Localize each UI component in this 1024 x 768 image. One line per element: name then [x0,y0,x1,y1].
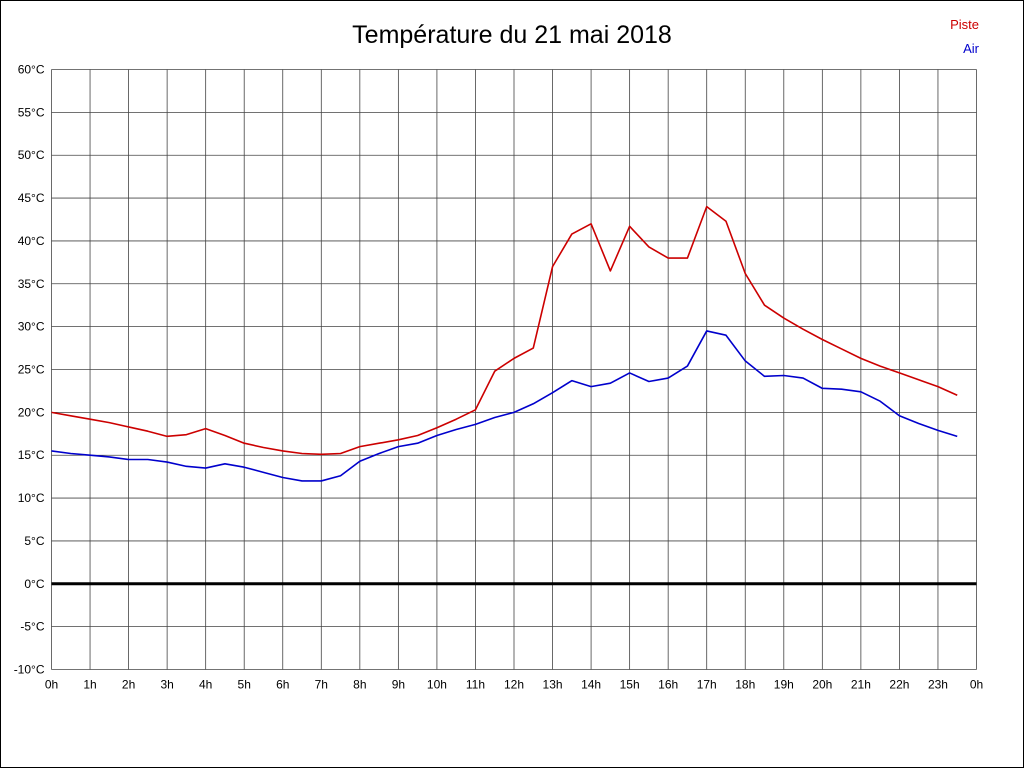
y-tick-label: 60°C [18,63,45,77]
y-tick-label: -5°C [20,620,44,634]
x-tick-label: 1h [83,678,96,692]
y-tick-label: 40°C [18,234,45,248]
series-line-piste [51,205,958,456]
chart-legend: Piste Air [950,13,979,61]
x-tick-label: 2h [122,678,135,692]
x-tick-label: 10h [427,678,447,692]
x-tick-label: 23h [928,678,948,692]
x-tick-label: 0h [970,678,983,692]
y-tick-label: 50°C [18,148,45,162]
y-tick-label: 20°C [18,405,45,419]
legend-item-air: Air [963,41,979,56]
x-tick-label: 7h [315,678,328,692]
y-tick-label: 35°C [18,277,45,291]
y-tick-label: 45°C [18,191,45,205]
y-tick-label: 30°C [18,320,45,334]
x-tick-label: 3h [160,678,173,692]
x-tick-label: 21h [851,678,871,692]
series-line-air [51,330,958,482]
x-tick-label: 5h [238,678,251,692]
x-tick-label: 18h [735,678,755,692]
x-tick-label: 16h [658,678,678,692]
y-tick-label: 10°C [18,491,45,505]
x-tick-label: 11h [466,678,485,692]
x-tick-label: 14h [581,678,601,692]
x-tick-label: 12h [504,678,524,692]
x-tick-label: 6h [276,678,289,692]
x-tick-label: 22h [889,678,909,692]
x-tick-label: 4h [199,678,212,692]
x-tick-label: 0h [45,678,58,692]
x-tick-label: 19h [774,678,794,692]
x-tick-label: 13h [543,678,563,692]
y-tick-label: 55°C [18,105,45,119]
legend-item-piste: Piste [950,17,979,32]
x-tick-label: 17h [697,678,717,692]
x-tick-label: 20h [812,678,832,692]
y-tick-label: -10°C [14,663,45,677]
x-tick-label: 9h [392,678,405,692]
x-tick-label: 8h [353,678,366,692]
y-tick-label: 0°C [24,577,44,591]
chart-title: Température du 21 mai 2018 [352,21,672,49]
x-tick-label: 15h [620,678,640,692]
y-tick-label: 25°C [18,363,45,377]
y-tick-label: 15°C [18,448,45,462]
y-tick-label: 5°C [24,534,44,548]
